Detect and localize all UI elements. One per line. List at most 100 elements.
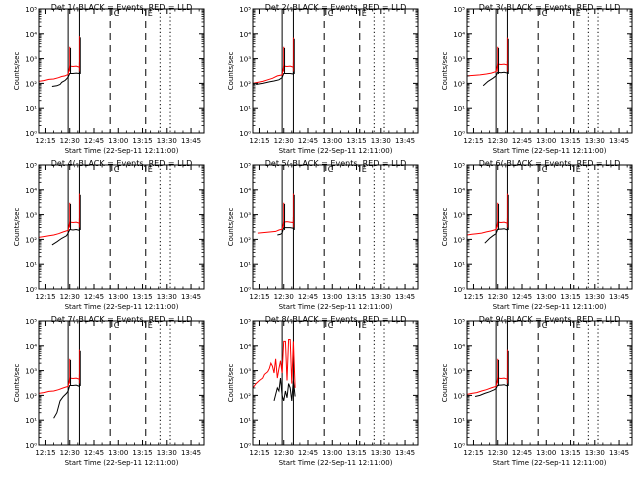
y-tick-label: 10⁴ [239, 31, 251, 39]
y-tick-label: 10⁵ [453, 318, 465, 326]
y-tick-label: 10² [239, 392, 251, 400]
flag-label: C [542, 321, 548, 330]
x-tick-label: 13:00 [536, 137, 556, 145]
y-tick-label: 10² [25, 236, 37, 244]
x-tick-label: 13:30 [585, 449, 605, 457]
y-tick-label: 10⁰ [239, 130, 251, 138]
series-events-line [482, 64, 508, 87]
y-tick-label: 10⁰ [239, 286, 251, 294]
y-tick-label: 10⁵ [25, 318, 37, 326]
x-tick-label: 12:45 [298, 293, 318, 301]
y-tick-label: 10² [25, 80, 37, 88]
flag-label: C [328, 321, 334, 330]
y-tick-label: 10³ [239, 212, 251, 220]
y-axis-label: Counts/sec [441, 52, 449, 91]
flag-label: E [362, 321, 367, 330]
y-tick-label: 10¹ [453, 261, 465, 269]
x-tick-label: 13:30 [585, 137, 605, 145]
y-tick-label: 10¹ [25, 417, 37, 425]
flag-label: E [148, 9, 153, 18]
series-lld-line [252, 62, 294, 84]
series-events-line [484, 222, 508, 244]
y-axis-label: Counts/sec [441, 364, 449, 403]
x-tick-label: 13:15 [132, 137, 152, 145]
y-tick-label: 10⁴ [453, 343, 465, 351]
x-axis-label: Start Time (22-Sep-11 12:11:00) [493, 147, 607, 155]
x-tick-label: 13:30 [157, 137, 177, 145]
y-tick-label: 10⁵ [453, 162, 465, 170]
x-tick-label: 12:30 [60, 449, 80, 457]
flag-label: E [576, 165, 581, 174]
series-events-line [277, 220, 294, 236]
y-tick-label: 10³ [239, 56, 251, 64]
plot-frame [252, 164, 419, 290]
y-tick-label: 10⁵ [239, 162, 251, 170]
x-tick-label: 12:30 [488, 293, 508, 301]
y-tick-label: 10⁵ [239, 6, 251, 14]
panel-title: Det 8(-BLACK = Events, RED = LLD [265, 315, 406, 324]
y-tick-label: 10⁰ [453, 442, 465, 450]
y-tick-label: 10⁰ [25, 442, 37, 450]
flag-label: C [328, 9, 334, 18]
x-tick-label: 13:30 [371, 293, 391, 301]
x-tick-label: 12:45 [512, 449, 532, 457]
x-axis-label: Start Time (22-Sep-11 12:11:00) [279, 147, 393, 155]
series-events-line [51, 66, 80, 87]
y-axis-label: Counts/sec [227, 364, 235, 403]
panel-title: Det 6(-BLACK = Events, RED = LLD [479, 159, 620, 168]
x-tick-label: 13:45 [609, 137, 629, 145]
flag-label: C [542, 9, 548, 18]
x-axis-label: Start Time (22-Sep-11 12:11:00) [65, 147, 179, 155]
plot-frame [466, 164, 633, 290]
plot-frame [38, 164, 205, 290]
x-tick-label: 12:15 [249, 449, 269, 457]
y-tick-label: 10¹ [239, 261, 251, 269]
y-tick-label: 10³ [453, 212, 465, 220]
detector-panel-9: C E 10⁰ 10¹ 10² 10³ 10⁴ 10⁵ 12:15 12:30 12:45 13:00… [441, 315, 633, 467]
y-tick-label: 10³ [239, 368, 251, 376]
y-tick-label: 10¹ [25, 261, 37, 269]
x-tick-label: 13:00 [536, 293, 556, 301]
series-events-line [273, 378, 296, 402]
detector-panel-8: C E 10⁰ 10¹ 10² 10³ 10⁴ 10⁵ 12:15 12:30 12:45 13:00… [227, 315, 419, 467]
flag-label: E [148, 165, 153, 174]
y-tick-label: 10² [453, 236, 465, 244]
x-tick-label: 12:15 [35, 293, 55, 301]
x-tick-label: 13:15 [560, 137, 580, 145]
x-tick-label: 13:45 [395, 449, 415, 457]
plot-frame [38, 8, 205, 134]
y-tick-label: 10⁴ [239, 187, 251, 195]
x-tick-label: 12:45 [512, 137, 532, 145]
y-tick-label: 10⁵ [239, 318, 251, 326]
x-tick-label: 12:15 [463, 137, 483, 145]
panel-title: Det 9(-BLACK = Events, RED = LLD [479, 315, 620, 324]
x-tick-label: 13:00 [108, 449, 128, 457]
x-axis-label: Start Time (22-Sep-11 12:11:00) [279, 459, 393, 467]
x-axis-label: Start Time (22-Sep-11 12:11:00) [279, 303, 393, 311]
y-tick-label: 10⁰ [25, 286, 37, 294]
plot-frame [252, 320, 419, 446]
flag-label: E [576, 321, 581, 330]
series-events-line [51, 222, 80, 246]
x-tick-label: 12:15 [35, 137, 55, 145]
panel-title: Det 5(-BLACK = Events, RED = LLD [265, 159, 406, 168]
y-tick-label: 10¹ [453, 105, 465, 113]
y-tick-label: 10² [239, 236, 251, 244]
series-lld-line [38, 218, 80, 238]
y-axis-label: Counts/sec [227, 52, 235, 91]
x-tick-label: 12:45 [84, 449, 104, 457]
plot-frame [466, 320, 633, 446]
flag-label: E [576, 9, 581, 18]
y-tick-label: 10³ [25, 368, 37, 376]
x-tick-label: 12:45 [84, 137, 104, 145]
x-tick-label: 13:15 [560, 449, 580, 457]
x-tick-label: 13:30 [371, 137, 391, 145]
series-lld-line [466, 61, 508, 77]
flag-label: C [114, 165, 120, 174]
y-tick-label: 10⁵ [453, 6, 465, 14]
detector-panel-3: C E 10⁰ 10¹ 10² 10³ 10⁴ 10⁵ 12:15 12:30 12:45 13:00… [441, 3, 633, 155]
y-tick-label: 10¹ [239, 417, 251, 425]
x-tick-label: 12:45 [512, 293, 532, 301]
x-tick-label: 13:30 [371, 449, 391, 457]
